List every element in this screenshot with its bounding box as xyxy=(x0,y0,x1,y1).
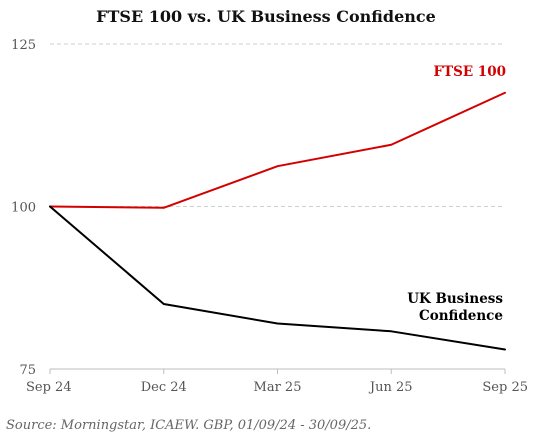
x-axis xyxy=(49,368,506,374)
series-label: FTSE 100 xyxy=(433,64,506,80)
series-line-uk-business-confidence xyxy=(49,205,506,351)
y-tick-label: 125 xyxy=(11,38,36,53)
y-tick-label: 75 xyxy=(19,363,36,378)
x-tick-label: Sep 25 xyxy=(482,380,528,395)
x-tick-label: Jun 25 xyxy=(368,380,413,395)
series-lines xyxy=(49,91,506,351)
x-tick-label: Dec 24 xyxy=(141,380,187,395)
series-label: Confidence xyxy=(419,308,503,324)
series-line-ftse-100 xyxy=(49,91,506,209)
series-label: UK Business xyxy=(407,291,503,307)
gridlines xyxy=(50,43,505,207)
y-tick-label: 100 xyxy=(11,201,36,216)
x-axis-tick-labels: Sep 24 Dec 24 Mar 25 Jun 25 Sep 25 xyxy=(26,380,528,395)
x-tick-label: Mar 25 xyxy=(254,380,302,395)
source-note: Source: Morningstar, ICAEW. GBP, 01/09/2… xyxy=(6,418,371,433)
x-tick-label: Sep 24 xyxy=(26,380,72,395)
y-axis-tick-labels: 125 100 75 xyxy=(11,38,36,378)
chart-title: FTSE 100 vs. UK Business Confidence xyxy=(96,7,436,26)
